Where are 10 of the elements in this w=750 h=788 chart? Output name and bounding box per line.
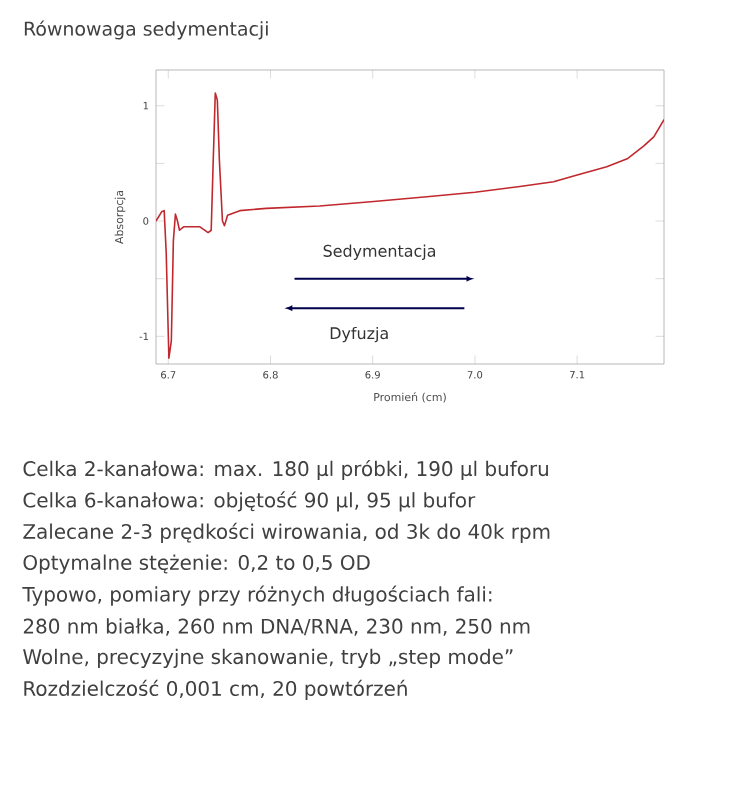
chart-title: Równowaga sedymentacji (24, 20, 268, 40)
text: Celka 6-kanałowa: objętość 90 µl, 95 µl bufor (23, 491, 476, 512)
text: Wolne, precyzyjne skanowanie, tryb „step mode” (23, 648, 513, 669)
line-series (156, 92, 665, 360)
text: Celka 2-kanałowa: max. 180 µl próbki, 190 µl buforu (23, 459, 548, 481)
text: Zalecane 2-3 prędkości wirowania, od 3k do 40k rpm (23, 522, 550, 543)
text: Typowo, pomiary przy różnych długościach fali: (22, 585, 492, 606)
text: 280 nm białka, 260 nm DNA/RNA, 230 nm, 250 nm (23, 618, 530, 636)
text: Rozdzielczość 0,001 cm, 20 powtórzeń (24, 679, 407, 700)
text: Optymalne stężenie: 0,2 to 0,5 OD (23, 554, 370, 574)
